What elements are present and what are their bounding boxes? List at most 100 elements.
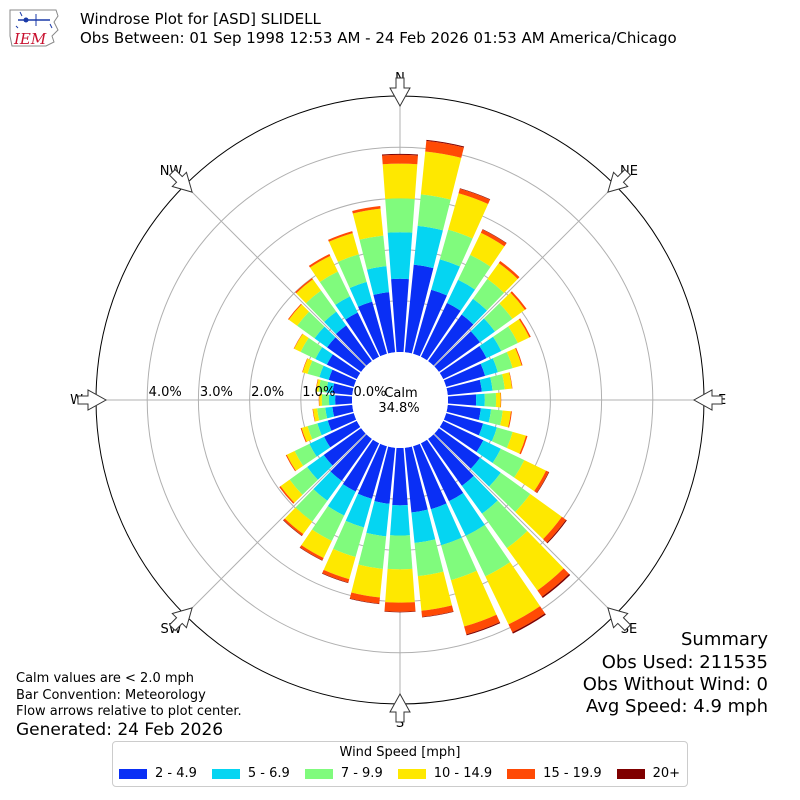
wind-bar: [301, 529, 332, 558]
wind-bar: [321, 573, 349, 584]
wind-bar: [387, 535, 413, 570]
wind-bar: [510, 291, 527, 310]
wind-bar: [335, 325, 372, 366]
wind-bar: [349, 281, 373, 307]
wind-bar: [439, 420, 484, 453]
wind-bar: [491, 427, 513, 449]
wind-bar: [299, 547, 323, 561]
wind-bar: [470, 232, 505, 267]
legend-item: 2 - 4.9: [119, 766, 197, 781]
wind-bar: [309, 255, 338, 282]
wind-bar: [484, 392, 497, 408]
arrow-shape: [607, 607, 632, 632]
wind-bar: [315, 379, 319, 392]
wind-bar: [297, 311, 325, 339]
direction-label-s: S: [396, 716, 404, 731]
flow-arrow-ne-icon: [607, 168, 632, 193]
flow-arrow-w-icon: [77, 389, 108, 411]
wind-bar: [299, 545, 324, 561]
wind-bar: [385, 568, 415, 603]
wind-bar: [294, 443, 317, 466]
wind-bar: [326, 354, 361, 380]
wind-bar: [366, 501, 390, 537]
legend-label: 5 - 6.9: [247, 766, 290, 781]
wind-bar: [358, 301, 387, 357]
wind-bar: [324, 420, 361, 448]
wind-bar: [337, 254, 367, 289]
wind-bar: [411, 509, 436, 544]
wind-bar: [485, 562, 541, 625]
grid-spoke: [184, 433, 367, 616]
wind-bar: [349, 592, 380, 604]
legend-item: 15 - 19.9: [507, 766, 602, 781]
grid-spoke: [184, 184, 367, 367]
wind-bar: [391, 278, 409, 353]
wind-bar: [318, 379, 329, 393]
wind-bar: [330, 434, 372, 481]
wind-bar: [327, 337, 366, 372]
wind-bar: [302, 358, 308, 373]
wind-bar: [404, 264, 434, 354]
legend-label: 2 - 4.9: [155, 766, 197, 781]
wind-bar: [313, 408, 320, 422]
flow-arrow-sw-icon: [168, 607, 193, 632]
calm-circle: [352, 352, 448, 448]
wind-bar: [357, 443, 387, 499]
wind-bar: [443, 363, 486, 387]
wind-bar: [333, 520, 364, 558]
wind-bar: [327, 413, 357, 431]
legend-swatch: [304, 768, 333, 779]
legend-swatch: [616, 768, 645, 779]
wind-bar: [483, 303, 513, 332]
wind-bar: [300, 337, 323, 360]
wind-bar: [284, 507, 313, 535]
summary-obs-used: Obs Used: 211535: [601, 652, 768, 673]
legend: Wind Speed [mph] 2 - 4.9 5 - 6.9 7 - 9.9…: [112, 741, 688, 787]
wind-bar: [534, 470, 549, 493]
wind-bar: [541, 573, 571, 598]
wind-bar: [490, 374, 505, 391]
arrow-shape: [389, 77, 411, 108]
wind-bar: [392, 447, 408, 506]
wind-bar: [385, 198, 415, 233]
wind-bar: [358, 532, 387, 569]
wind-bar: [480, 358, 498, 376]
wind-bar: [508, 606, 545, 633]
legend-label: 15 - 19.9: [543, 766, 602, 781]
wind-bar: [305, 290, 337, 322]
wind-bar: [335, 296, 358, 320]
wind-bar: [384, 602, 416, 612]
arrow-shape: [77, 389, 108, 411]
wind-bar: [514, 460, 547, 492]
radial-tick-label: 3.0%: [200, 385, 233, 400]
wind-bar: [293, 333, 303, 349]
wind-bar: [312, 408, 316, 422]
wind-bar: [487, 263, 518, 293]
chart-subtitle: Obs Between: 01 Sep 1998 12:53 AM - 24 F…: [80, 29, 677, 47]
wind-bar: [515, 347, 523, 366]
legend-item: 20+: [616, 766, 680, 781]
wind-bar: [537, 568, 570, 597]
flow-arrow-e-icon: [692, 389, 723, 411]
wind-bar: [512, 613, 546, 634]
wind-bar: [294, 333, 309, 352]
wind-bar: [479, 377, 493, 392]
radial-tick-label: 1.0%: [302, 385, 335, 400]
wind-bar: [287, 303, 302, 320]
wind-bar: [332, 404, 354, 417]
wind-bar: [295, 278, 313, 294]
radial-tick-label: 4.0%: [149, 385, 182, 400]
wind-bar: [319, 271, 350, 305]
wind-bar: [349, 598, 380, 605]
flow-arrow-nw-icon: [168, 168, 193, 193]
wind-bar: [478, 423, 497, 442]
wind-bar: [352, 206, 381, 214]
legend-items: 2 - 4.9 5 - 6.9 7 - 9.9 10 - 14.9 15 - 1…: [119, 766, 695, 781]
wind-bar: [508, 411, 512, 428]
wind-bar: [382, 163, 418, 199]
wind-bar: [470, 457, 501, 487]
legend-swatch: [507, 768, 536, 779]
wind-bar: [315, 347, 333, 365]
wind-bar: [366, 266, 390, 295]
